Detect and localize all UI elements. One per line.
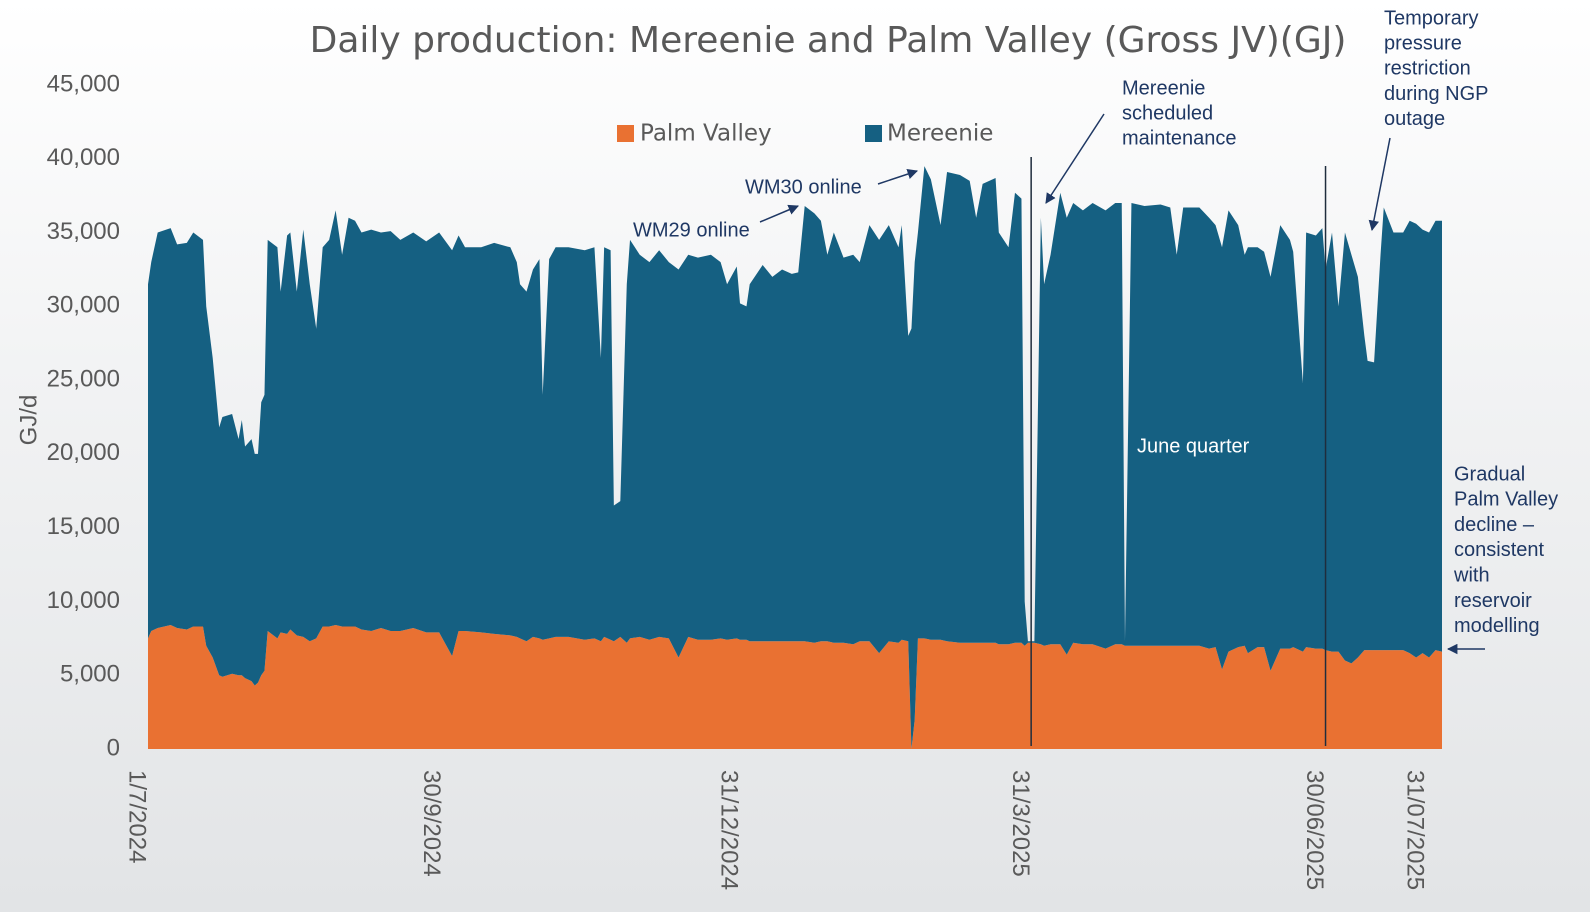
- x-tick-label: 31/3/2025: [1007, 770, 1034, 877]
- y-tick-label: 25,000: [47, 365, 120, 392]
- y-tick-label: 20,000: [47, 439, 120, 466]
- arrow: [877, 169, 918, 185]
- y-tick-label: 40,000: [47, 144, 120, 171]
- arrow: [759, 204, 799, 223]
- y-tick-label: 35,000: [47, 218, 120, 245]
- area-mereenie: [148, 166, 1442, 750]
- annotation: Gradual: [1454, 463, 1525, 485]
- x-tick-label: 1/7/2024: [124, 770, 151, 863]
- x-tick-label: 30/9/2024: [418, 770, 445, 877]
- y-tick-label: 10,000: [47, 587, 120, 614]
- y-tick-label: 5,000: [60, 661, 120, 688]
- legend-label: Mereenie: [887, 121, 993, 147]
- annotation: scheduled: [1122, 102, 1213, 124]
- annotation: June quarter: [1137, 435, 1250, 457]
- chart-title: Daily production: Mereenie and Palm Vall…: [310, 20, 1347, 61]
- annotation: with: [1453, 564, 1490, 586]
- area-palm-valley: [148, 625, 1442, 749]
- x-tick-label: 31/12/2024: [716, 770, 743, 890]
- y-tick-label: 30,000: [47, 292, 120, 319]
- plot-area: [148, 166, 1442, 750]
- annotation: WM30 online: [745, 176, 862, 198]
- annotation: maintenance: [1122, 127, 1237, 149]
- x-tick-label: 30/06/2025: [1301, 770, 1328, 890]
- legend-label: Palm Valley: [640, 121, 772, 147]
- annotation: Temporary: [1384, 7, 1478, 29]
- annotation: WM29 online: [633, 219, 750, 241]
- annotation: outage: [1384, 108, 1445, 130]
- annotation: restriction: [1384, 58, 1471, 80]
- y-axis-label: GJ/d: [15, 395, 42, 446]
- y-tick-label: 15,000: [47, 513, 120, 540]
- annotation: modelling: [1454, 615, 1540, 637]
- annotation: pressure: [1384, 32, 1462, 54]
- annotation: consistent: [1454, 539, 1544, 561]
- annotation: reservoir: [1454, 590, 1532, 612]
- annotations: [759, 113, 1485, 655]
- y-tick-label: 0: [107, 734, 120, 761]
- x-tick-label: 31/07/2025: [1401, 770, 1428, 890]
- annotation: Palm Valley: [1454, 489, 1558, 511]
- legend-swatch: [865, 125, 882, 142]
- y-tick-label: 45,000: [47, 70, 120, 97]
- annotation: Mereenie: [1122, 77, 1205, 99]
- annotation: during NGP: [1384, 83, 1489, 105]
- arrow: [1045, 113, 1105, 204]
- arrow: [1368, 137, 1391, 232]
- legend-swatch: [617, 125, 634, 142]
- annotation: decline –: [1454, 514, 1535, 536]
